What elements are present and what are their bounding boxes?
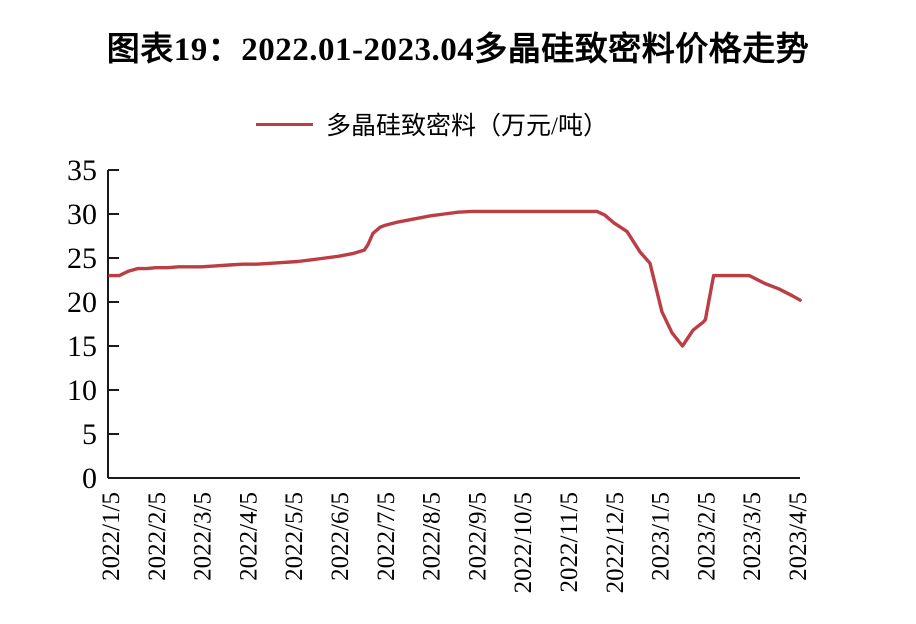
x-tick-label: 2022/5/5 [281,492,308,581]
x-tick-label: 2022/2/5 [144,492,171,581]
y-tick-label: 10 [67,374,97,407]
y-tick-label: 30 [67,198,97,231]
y-axis-labels: 0 5 10 15 20 25 30 35 [67,154,97,495]
x-tick-label: 2023/1/5 [648,492,675,581]
chart-title: 图表19：2022.01-2023.04多晶硅致密料价格走势 [106,32,810,68]
legend: 多晶硅致密料（万元/吨） [0,106,890,142]
price-series-line [108,209,802,348]
y-tick-label: 0 [82,462,97,495]
x-tick-label: 2022/4/5 [235,492,262,581]
x-tick-label: 2022/10/5 [510,492,537,593]
x-tick-label: 2023/4/5 [785,492,812,581]
y-tick-label: 15 [67,330,97,363]
x-axis-labels: 2022/1/5 2022/2/5 2022/3/5 2022/4/5 2022/5/5… [98,492,812,593]
x-tick-label: 2022/1/5 [98,492,125,581]
legend-line-marker [256,122,314,126]
y-tick-label: 5 [82,418,97,451]
x-tick-label: 2022/12/5 [602,492,629,593]
x-tick-label: 2022/11/5 [556,492,583,592]
legend-label: 多晶硅致密料（万元/吨） [326,113,608,140]
x-tick-label: 2022/3/5 [190,492,217,581]
x-tick-label: 2023/2/5 [693,492,720,581]
x-tick-label: 2022/7/5 [373,492,400,581]
y-tick-label: 35 [67,154,97,187]
x-tick-label: 2022/8/5 [419,492,446,581]
y-tick-label: 25 [67,242,97,275]
axes [107,169,800,479]
x-tick-label: 2023/3/5 [739,492,766,581]
x-tick-label: 2022/9/5 [464,492,491,581]
y-tick-label: 20 [67,286,97,319]
x-tick-label: 2022/6/5 [327,492,354,581]
